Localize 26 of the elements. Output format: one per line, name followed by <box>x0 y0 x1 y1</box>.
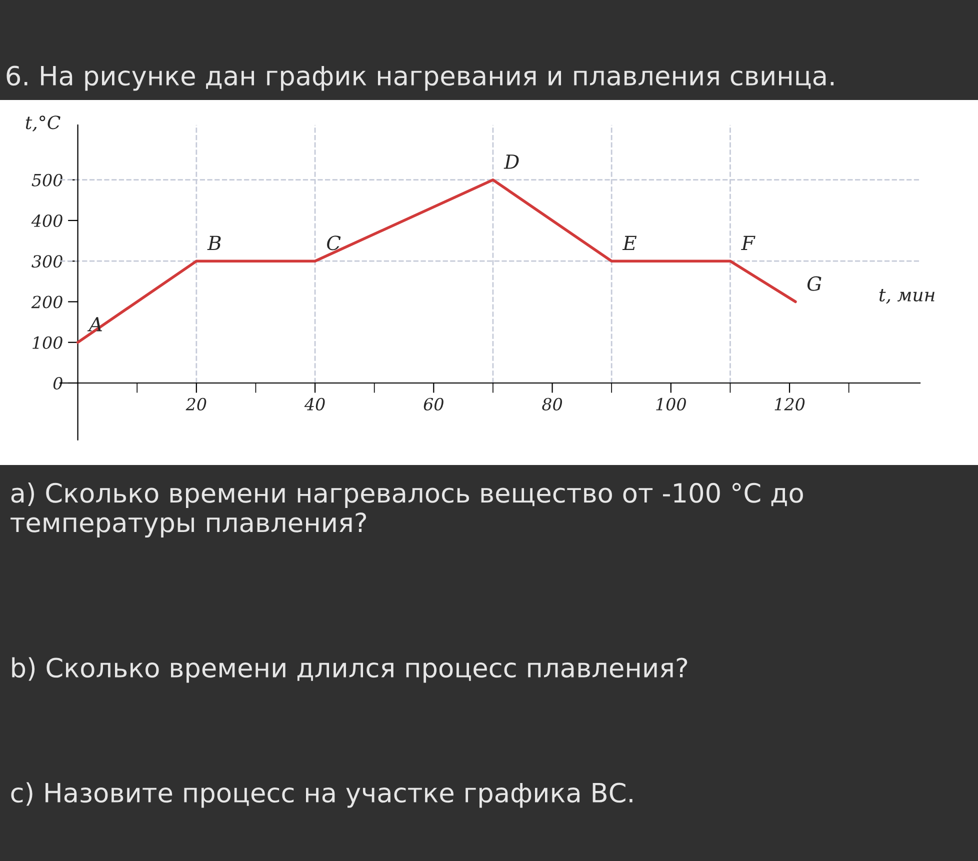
y-tick-label: 200 <box>31 296 62 308</box>
text: c) Назовите процесс на участке графика ВС. <box>11 782 632 808</box>
x-tick-label: 80 <box>542 398 562 410</box>
text: a) Сколько времени нагревалось вещество от -100 °C до температуры плавления? <box>10 482 803 538</box>
x-axis-title: t, мин <box>879 288 934 304</box>
x-tick-label: 120 <box>774 398 805 410</box>
x-tick-label: 100 <box>656 398 686 410</box>
y-tick-label: 400 <box>31 214 62 228</box>
y-tick-label: 100 <box>32 336 62 349</box>
annotation: F <box>741 236 756 250</box>
annotation: E <box>622 236 637 250</box>
line-series <box>76 178 797 344</box>
annotation: G <box>807 276 822 291</box>
annotation: B <box>207 236 221 250</box>
annotation: A <box>87 317 102 332</box>
y-axis-title: t,°C <box>26 116 60 132</box>
annotation: D <box>504 154 519 169</box>
annotation: C <box>327 236 341 250</box>
chart-title: 6. На рисунке дан график нагревания и плавления свинца. <box>6 66 834 91</box>
y-tick-label: 500 <box>32 174 62 186</box>
x-tick-label: 60 <box>424 398 444 410</box>
x-tick-label: 20 <box>186 398 206 410</box>
y-tick-label: 0 <box>53 376 62 390</box>
y-tick-label: 300 <box>32 255 62 268</box>
text: b) Сколько времени длился процесс плавления? <box>12 657 688 683</box>
x-tick-label: 40 <box>304 398 325 410</box>
